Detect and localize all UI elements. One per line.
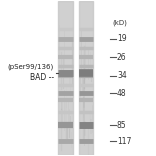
Text: 48: 48	[117, 89, 127, 98]
Text: 19: 19	[117, 34, 127, 43]
Text: 34: 34	[117, 71, 127, 80]
Text: 26: 26	[117, 53, 127, 62]
Bar	[79, 1, 93, 155]
Text: (kD): (kD)	[112, 20, 127, 26]
Text: BAD --: BAD --	[30, 73, 54, 83]
Text: 117: 117	[117, 137, 131, 146]
Text: (pSer99/136): (pSer99/136)	[8, 64, 54, 70]
Bar	[58, 1, 73, 155]
Text: 85: 85	[117, 121, 127, 130]
